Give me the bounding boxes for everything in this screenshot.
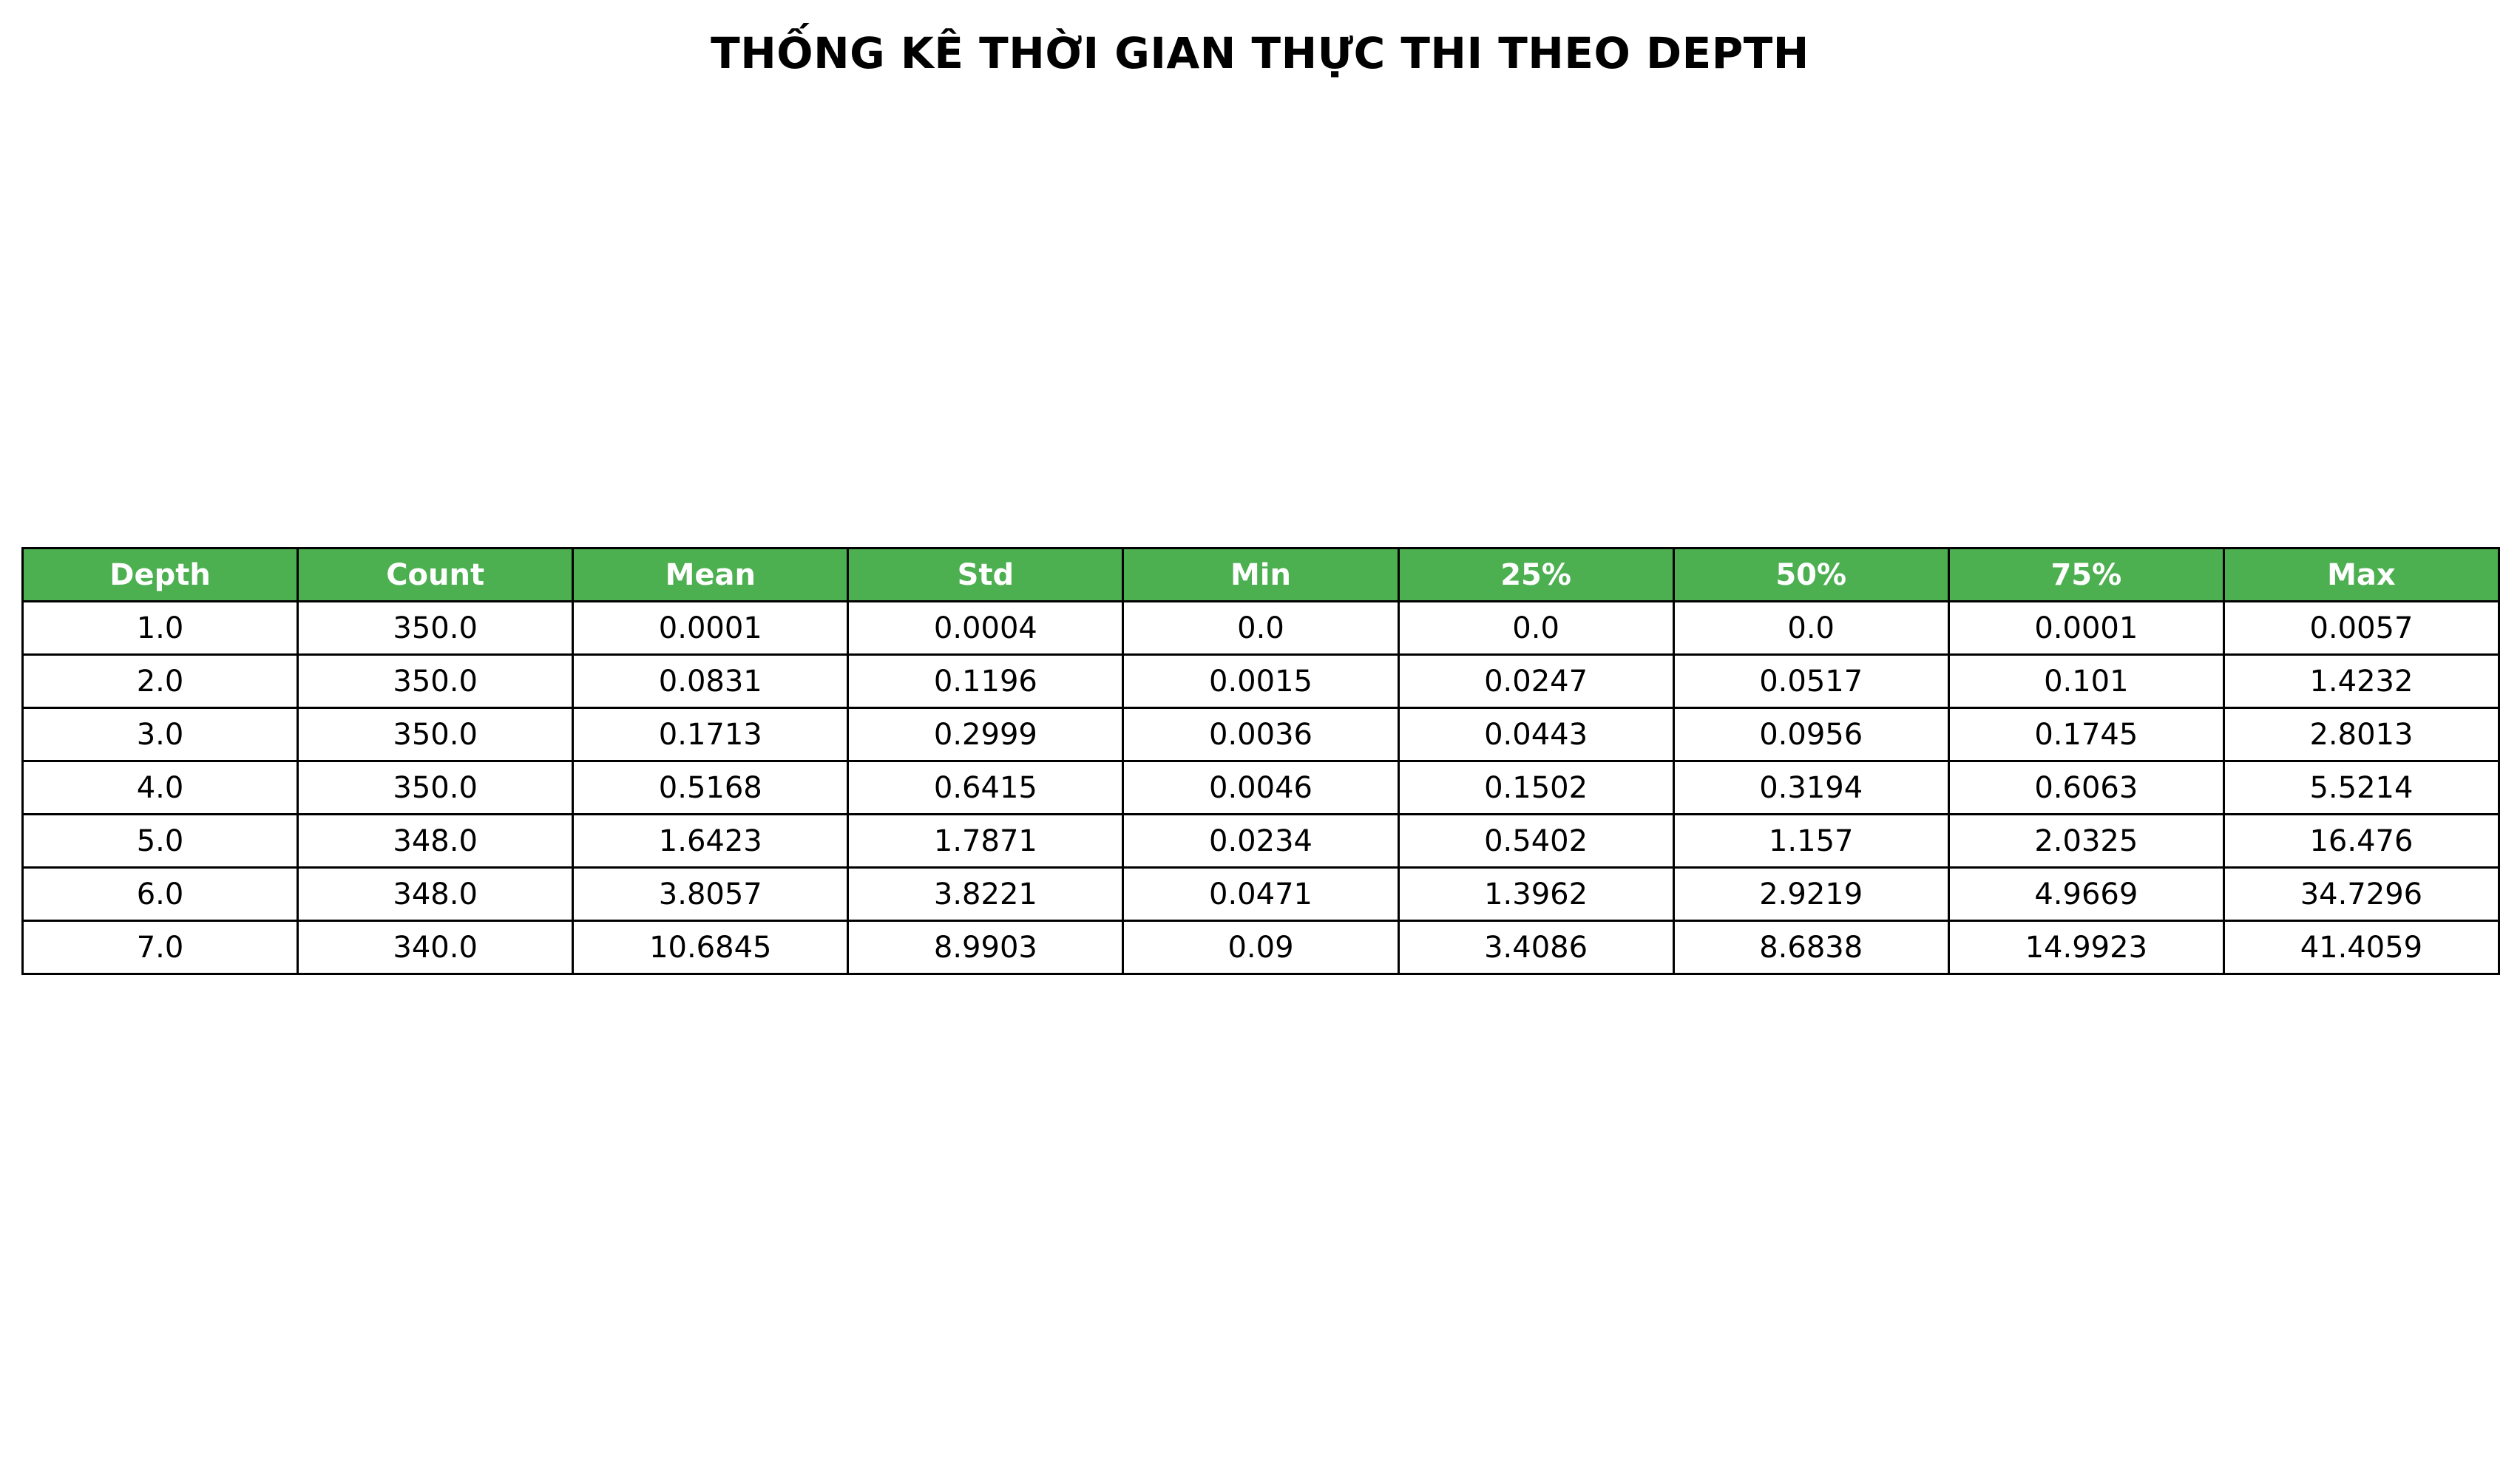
column-header: Min — [1122, 547, 1400, 602]
table-cell: 0.0015 — [1122, 653, 1400, 709]
table-cell: 0.1196 — [847, 653, 1125, 709]
stats-table: Depth Count Mean Std Min 25% 50% 75% Max 1.0 350.… — [21, 547, 2501, 975]
table-cell: 16.476 — [2222, 813, 2501, 869]
table-cell: 3.8221 — [847, 866, 1125, 922]
column-header: 25% — [1397, 547, 1675, 602]
column-header: Std — [847, 547, 1125, 602]
table-cell: 0.5168 — [572, 760, 850, 815]
table-cell: 350.0 — [297, 653, 575, 709]
table-row: 3.0 350.0 0.1713 0.2999 0.0036 0.0443 0.0956 0.… — [21, 707, 2501, 762]
column-header: Count — [297, 547, 575, 602]
table-cell: 0.0001 — [1947, 600, 2225, 656]
table-cell: 0.3194 — [1672, 760, 1950, 815]
table-cell: 0.0517 — [1672, 653, 1950, 709]
table-cell: 1.4232 — [2222, 653, 2501, 709]
table-row: 5.0 348.0 1.6423 1.7871 0.0234 0.5402 1.157 2.0… — [21, 813, 2501, 869]
table-cell: 350.0 — [297, 760, 575, 815]
table-cell: 348.0 — [297, 813, 575, 869]
table-body: 1.0 350.0 0.0001 0.0004 0.0 0.0 0.0 0.0001 0.005… — [21, 600, 2501, 975]
table-cell: 340.0 — [297, 920, 575, 975]
table-cell: 1.7871 — [847, 813, 1125, 869]
table-row: 2.0 350.0 0.0831 0.1196 0.0015 0.0247 0.0517 0.… — [21, 653, 2501, 709]
table-cell: 0.1713 — [572, 707, 850, 762]
table-cell: 0.0001 — [572, 600, 850, 656]
table-cell: 10.6845 — [572, 920, 850, 975]
table-cell: 350.0 — [297, 707, 575, 762]
table-cell: 0.0247 — [1397, 653, 1675, 709]
table-cell: 0.0831 — [572, 653, 850, 709]
table-cell: 5.5214 — [2222, 760, 2501, 815]
table-cell: 0.0 — [1397, 600, 1675, 656]
table-cell: 2.0 — [21, 653, 299, 709]
table-cell: 8.6838 — [1672, 920, 1950, 975]
table-cell: 0.2999 — [847, 707, 1125, 762]
table-cell: 0.0004 — [847, 600, 1125, 656]
table-cell: 0.1745 — [1947, 707, 2225, 762]
table-cell: 0.0 — [1122, 600, 1400, 656]
table-cell: 8.9903 — [847, 920, 1125, 975]
table-cell: 0.1502 — [1397, 760, 1675, 815]
table-cell: 0.0057 — [2222, 600, 2501, 656]
table-cell: 1.157 — [1672, 813, 1950, 869]
table-cell: 0.0956 — [1672, 707, 1950, 762]
table-cell: 0.0443 — [1397, 707, 1675, 762]
table-header: Depth Count Mean Std Min 25% 50% 75% Max — [21, 547, 2501, 602]
table-cell: 0.5402 — [1397, 813, 1675, 869]
table-cell: 0.6415 — [847, 760, 1125, 815]
table-cell: 0.0471 — [1122, 866, 1400, 922]
stats-table-container: Depth Count Mean Std Min 25% 50% 75% Max 1.0 350.… — [21, 547, 2501, 975]
table-cell: 7.0 — [21, 920, 299, 975]
table-cell: 41.4059 — [2222, 920, 2501, 975]
page-title: THỐNG KÊ THỜI GIAN THỰC THI THEO DEPTH — [711, 28, 1809, 78]
table-row: 4.0 350.0 0.5168 0.6415 0.0046 0.1502 0.3194 0.… — [21, 760, 2501, 815]
table-cell: 0.6063 — [1947, 760, 2225, 815]
table-cell: 0.101 — [1947, 653, 2225, 709]
table-cell: 3.0 — [21, 707, 299, 762]
table-cell: 0.0234 — [1122, 813, 1400, 869]
table-row: 7.0 340.0 10.6845 8.9903 0.09 3.4086 8.6838 14.… — [21, 920, 2501, 975]
table-cell: 1.0 — [21, 600, 299, 656]
table-cell: 34.7296 — [2222, 866, 2501, 922]
table-cell: 3.4086 — [1397, 920, 1675, 975]
table-cell: 0.0046 — [1122, 760, 1400, 815]
column-header: Mean — [572, 547, 850, 602]
header-row: Depth Count Mean Std Min 25% 50% 75% Max — [21, 547, 2501, 602]
table-cell: 14.9923 — [1947, 920, 2225, 975]
table-row: 1.0 350.0 0.0001 0.0004 0.0 0.0 0.0 0.0001 0.005… — [21, 600, 2501, 656]
table-cell: 2.8013 — [2222, 707, 2501, 762]
column-header: Max — [2222, 547, 2501, 602]
table-cell: 350.0 — [297, 600, 575, 656]
table-cell: 5.0 — [21, 813, 299, 869]
table-cell: 4.9669 — [1947, 866, 2225, 922]
table-cell: 4.0 — [21, 760, 299, 815]
table-cell: 0.0 — [1672, 600, 1950, 656]
table-cell: 3.8057 — [572, 866, 850, 922]
table-cell: 348.0 — [297, 866, 575, 922]
table-cell: 6.0 — [21, 866, 299, 922]
table-cell: 0.09 — [1122, 920, 1400, 975]
table-cell: 0.0036 — [1122, 707, 1400, 762]
table-cell: 2.0325 — [1947, 813, 2225, 869]
column-header: Depth — [21, 547, 299, 602]
table-row: 6.0 348.0 3.8057 3.8221 0.0471 1.3962 2.9219 4.… — [21, 866, 2501, 922]
column-header: 50% — [1672, 547, 1950, 602]
table-cell: 1.6423 — [572, 813, 850, 869]
table-cell: 2.9219 — [1672, 866, 1950, 922]
table-cell: 1.3962 — [1397, 866, 1675, 922]
column-header: 75% — [1947, 547, 2225, 602]
